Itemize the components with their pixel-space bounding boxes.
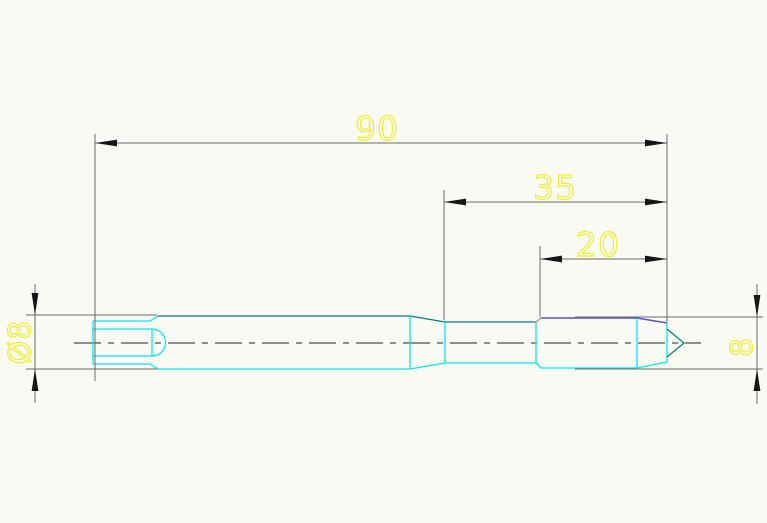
- arrowhead-top: [31, 293, 39, 315]
- dim-diameter-right-label: 8: [725, 337, 760, 357]
- dim-35-label: 35: [533, 168, 577, 207]
- arrowhead-left: [95, 139, 117, 147]
- part-body-top-edge: [158, 315, 536, 323]
- arrowhead-top: [753, 295, 761, 317]
- arrowhead-bottom: [31, 369, 39, 391]
- dim-90-label: 90: [355, 109, 399, 148]
- part-hole-round-bottom-arc: [151, 328, 167, 357]
- arrowhead-right: [645, 255, 667, 263]
- part-body-bottom-edge: [158, 362, 536, 370]
- part-center-point-cone: [666, 328, 685, 358]
- part-left-recess-top-edge: [93, 315, 159, 322]
- part-left-recess-bottom-edge: [93, 363, 159, 370]
- dimension-35: 35: [443, 167, 667, 320]
- part-tip-top-edge: [541, 317, 668, 324]
- arrowhead-left: [444, 198, 466, 206]
- part-tip-bottom-edge: [541, 361, 668, 369]
- dim-diameter-left-label: Ø8: [3, 320, 38, 365]
- part-tip-bottom-chamfer: [535, 362, 542, 369]
- dimension-diameter-right: 8: [575, 284, 763, 404]
- dimension-90: 90: [94, 108, 668, 381]
- dimension-20: 20: [539, 224, 667, 317]
- dim-20-label: 20: [576, 225, 620, 264]
- arrowhead-right: [645, 198, 667, 206]
- part-outline: [92, 315, 685, 370]
- arrowhead-left: [540, 255, 562, 263]
- part-tip-top-chamfer: [535, 317, 542, 323]
- arrowhead-right: [645, 139, 667, 147]
- arrowhead-bottom: [753, 369, 761, 391]
- dimension-diameter-left: Ø8: [2, 284, 157, 403]
